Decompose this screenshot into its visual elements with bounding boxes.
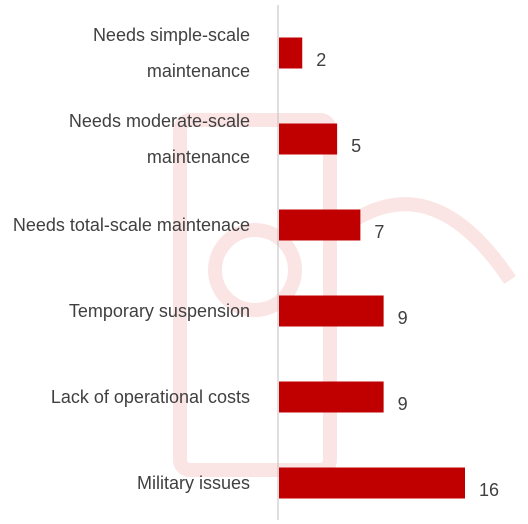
- value-label: 5: [351, 136, 361, 156]
- category-label: Temporary suspension: [0, 293, 250, 329]
- bar: [279, 38, 302, 69]
- bar: [279, 468, 465, 499]
- category-label: Needs simple-scale maintenance: [0, 17, 250, 89]
- value-label: 7: [374, 222, 384, 242]
- value-label: 9: [398, 394, 408, 414]
- category-label: Needs total-scale maintenace: [0, 207, 250, 243]
- category-label: Military issues: [0, 465, 250, 501]
- category-label: Needs moderate-scale maintenance: [0, 103, 250, 175]
- bar: [279, 296, 384, 327]
- bar: [279, 210, 360, 241]
- value-label: 16: [479, 480, 499, 500]
- category-label: Lack of operational costs: [0, 379, 250, 415]
- bar: [279, 382, 384, 413]
- value-label: 2: [316, 50, 326, 70]
- chart: 2 5 7 9 9 16 Needs simple-scale maintenance Ne…: [0, 0, 528, 524]
- bar: [279, 124, 337, 155]
- value-label: 9: [398, 308, 408, 328]
